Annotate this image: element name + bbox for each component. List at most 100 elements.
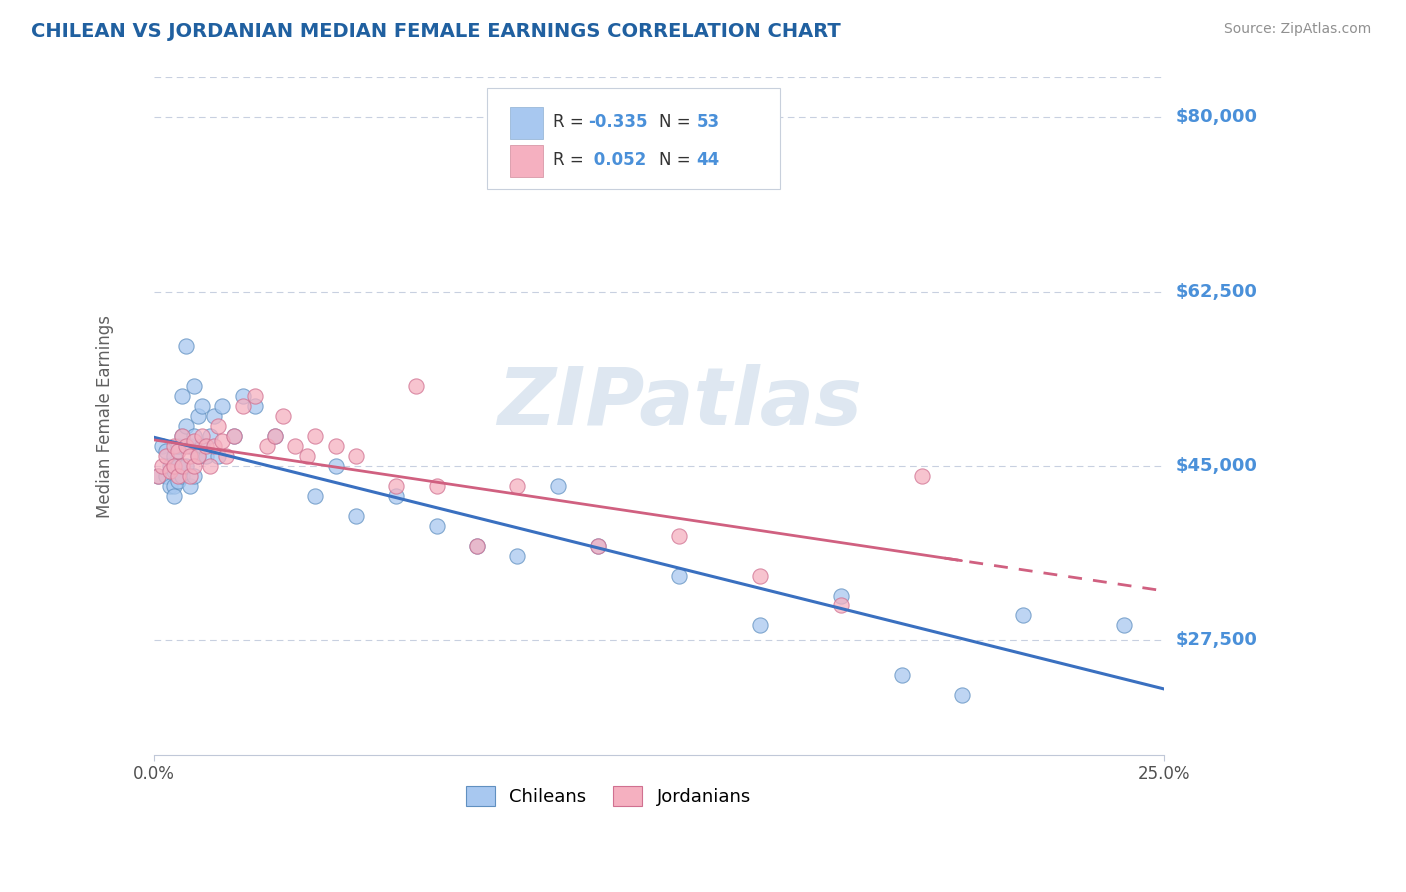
Point [174,339,197,353]
Text: R =: R = [553,152,589,169]
Point [155,469,177,483]
Text: 53: 53 [696,113,720,131]
Point [325,439,347,453]
Point [232,389,254,403]
Point [506,479,529,493]
Point [588,539,610,553]
Point [426,518,449,533]
Point [163,464,186,478]
Point [179,449,201,463]
Point [183,379,205,393]
Point [304,489,326,503]
Point [170,458,193,473]
Point [243,389,266,403]
Point [465,539,488,553]
Point [150,439,173,453]
Point [174,458,197,473]
Text: -0.335: -0.335 [588,113,648,131]
Text: R =: R = [553,113,589,131]
Point [405,379,427,393]
Point [304,429,326,443]
Point [749,618,772,632]
Point [207,419,229,434]
Point [163,439,186,453]
Point [465,539,488,553]
Point [174,419,197,434]
Bar [510,107,543,139]
Point [325,458,347,473]
Point [170,469,193,483]
Point [155,449,177,463]
Point [264,429,287,443]
Text: Median Female Earnings: Median Female Earnings [96,315,114,517]
Point [179,479,201,493]
Point [167,439,190,453]
Point [668,529,690,543]
Point [159,458,181,473]
Point [202,409,225,424]
Legend: Chileans, Jordanians: Chileans, Jordanians [458,779,758,814]
Text: Source: ZipAtlas.com: Source: ZipAtlas.com [1223,22,1371,37]
Point [195,449,218,463]
Point [191,439,214,453]
Text: $62,500: $62,500 [1175,283,1257,301]
Point [163,458,186,473]
Point [1011,608,1033,623]
Point [297,449,319,463]
Text: N =: N = [659,113,696,131]
Point [890,668,912,682]
Point [830,589,852,603]
Point [167,469,190,483]
Point [385,479,408,493]
Point [271,409,294,424]
Point [224,429,246,443]
Point [146,469,169,483]
Point [187,449,209,463]
Point [224,429,246,443]
Point [146,469,169,483]
Text: CHILEAN VS JORDANIAN MEDIAN FEMALE EARNINGS CORRELATION CHART: CHILEAN VS JORDANIAN MEDIAN FEMALE EARNI… [31,22,841,41]
Point [170,429,193,443]
Point [163,489,186,503]
Point [385,489,408,503]
Point [1112,618,1135,632]
Point [183,458,205,473]
Point [344,508,367,523]
Point [256,439,278,453]
Point [200,429,222,443]
Point [187,409,209,424]
Point [426,479,449,493]
Text: N =: N = [659,152,696,169]
Point [183,429,205,443]
Point [163,449,186,463]
Text: $80,000: $80,000 [1175,108,1257,127]
Point [202,439,225,453]
Point [264,429,287,443]
Point [187,449,209,463]
Point [179,439,201,453]
Text: 44: 44 [696,152,720,169]
Point [174,439,197,453]
Point [211,399,233,413]
Point [167,474,190,488]
Point [170,389,193,403]
Point [155,444,177,458]
Point [167,458,190,473]
Text: $27,500: $27,500 [1175,632,1257,649]
Point [183,469,205,483]
Point [950,688,973,702]
Text: ZIPatlas: ZIPatlas [496,364,862,442]
Point [179,469,201,483]
Point [150,458,173,473]
Point [344,449,367,463]
Point [207,449,229,463]
Point [159,464,181,478]
Point [547,479,569,493]
Point [588,539,610,553]
Bar [510,145,543,178]
Point [167,444,190,458]
Point [911,469,934,483]
Point [195,439,218,453]
Point [506,549,529,563]
Point [183,434,205,448]
